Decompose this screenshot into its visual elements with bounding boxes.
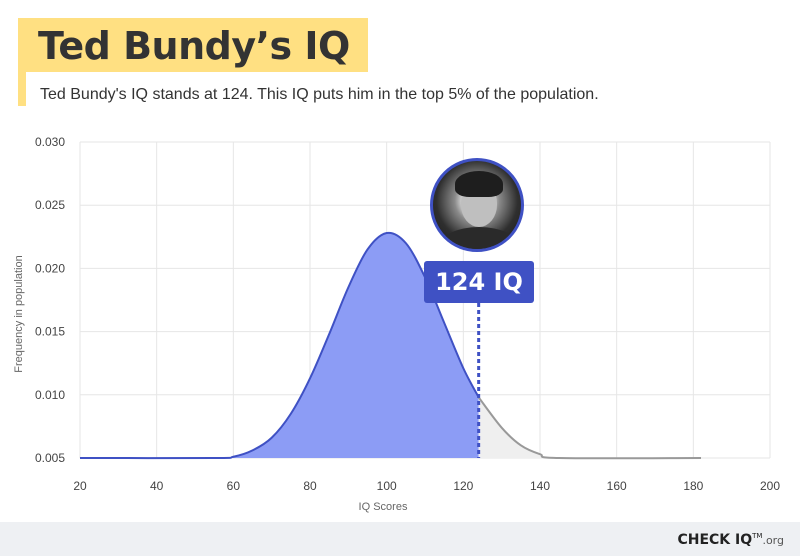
x-tick-label: 180 <box>683 479 703 493</box>
footer-bar <box>0 522 800 556</box>
x-tick-label: 60 <box>227 479 241 493</box>
y-tick-label: 0.005 <box>35 451 65 465</box>
x-tick-label: 40 <box>150 479 164 493</box>
page-title: Ted Bundy’s IQ <box>38 24 350 68</box>
x-axis-label: IQ Scores <box>359 501 408 513</box>
chart-areas <box>80 232 701 459</box>
area-below-score <box>80 232 479 459</box>
y-tick-label: 0.010 <box>35 388 65 402</box>
y-axis-ticks: 0.005 0.010 0.015 0.020 0.025 0.030 <box>35 135 65 465</box>
x-axis-ticks: 20 40 60 80 100 120 140 160 180 200 <box>73 479 780 493</box>
x-tick-label: 80 <box>303 479 317 493</box>
y-axis-label: Frequency in population <box>13 255 25 372</box>
x-tick-label: 100 <box>377 479 397 493</box>
brand-tm: TM <box>752 532 763 540</box>
iq-distribution-chart: 20 40 60 80 100 120 140 160 180 200 0.0050.0100.0… <box>13 135 780 513</box>
x-tick-label: 120 <box>453 479 473 493</box>
x-tick-label: 20 <box>73 479 87 493</box>
curve-tail-line <box>477 396 702 460</box>
y-tick-label: 0.020 <box>35 261 65 275</box>
brand-name: CHECK IQ <box>677 532 753 548</box>
brand-domain: .org <box>762 534 784 547</box>
y-tick-label: 0.025 <box>35 198 65 212</box>
y-tick-label: 0.015 <box>35 325 65 339</box>
iq-score-callout: 124 IQ <box>424 261 534 303</box>
brand-logo[interactable]: CHECK IQTM.org <box>677 532 784 548</box>
portrait-hair <box>455 171 503 197</box>
x-tick-label: 160 <box>607 479 627 493</box>
x-tick-label: 140 <box>530 479 550 493</box>
area-above-score <box>478 397 701 459</box>
x-tick-label: 200 <box>760 479 780 493</box>
y-tick-label: 0.030 <box>35 135 65 149</box>
portrait-shoulders <box>439 227 519 249</box>
portrait-photo-icon <box>430 158 524 252</box>
title-highlight <box>18 18 368 72</box>
page-subtitle: Ted Bundy's IQ stands at 124. This IQ pu… <box>40 86 599 103</box>
